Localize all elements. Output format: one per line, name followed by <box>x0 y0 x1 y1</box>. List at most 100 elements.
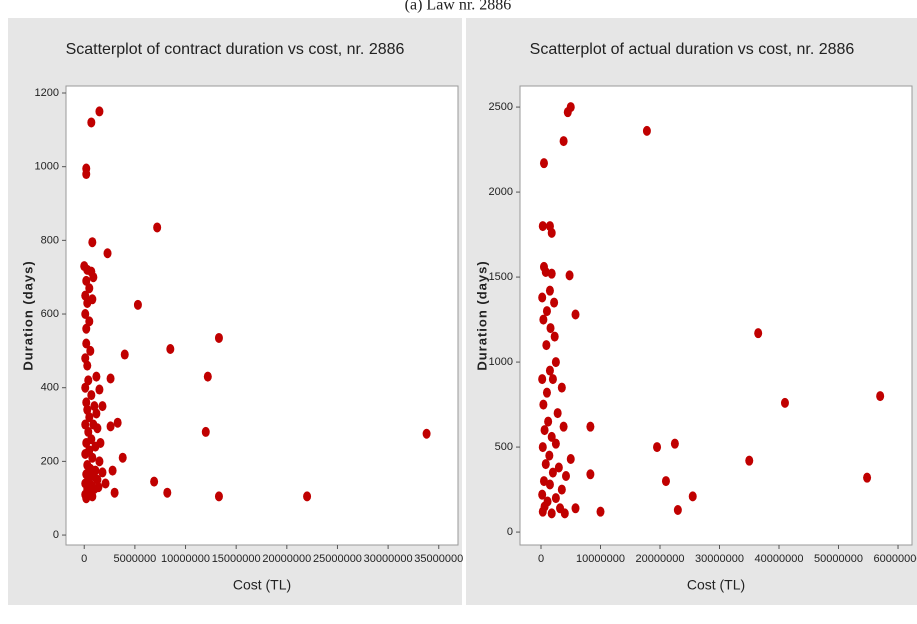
point <box>544 416 553 427</box>
chart-title: Scatterplot of contract duration vs cost… <box>66 41 405 58</box>
y-tick-label: 1200 <box>35 87 59 99</box>
point <box>98 467 107 478</box>
point <box>88 237 97 248</box>
y-tick-label: 800 <box>41 234 59 246</box>
point <box>547 431 556 442</box>
point <box>670 438 679 449</box>
point <box>84 426 93 437</box>
x-tick-label: 50000000 <box>814 553 863 565</box>
point <box>545 285 554 296</box>
point <box>92 408 101 419</box>
point <box>85 316 94 327</box>
y-tick-label: 0 <box>53 529 59 541</box>
point <box>95 106 104 117</box>
point <box>82 323 91 334</box>
point <box>542 340 551 351</box>
point <box>96 437 105 448</box>
point <box>82 437 91 448</box>
chart-title: Scatterplot of actual duration vs cost, … <box>530 41 855 58</box>
point <box>550 331 559 342</box>
point <box>571 503 580 514</box>
point <box>92 371 101 382</box>
point <box>120 349 129 360</box>
point <box>166 344 175 355</box>
x-tick-label: 20000000 <box>262 553 311 565</box>
point <box>214 332 223 343</box>
point <box>542 387 551 398</box>
y-axis-title: Duration (days) <box>20 260 35 370</box>
y-tick-label: 2000 <box>489 186 513 198</box>
x-axis-title: Cost (TL) <box>233 577 291 593</box>
point <box>542 306 551 317</box>
y-axis-title: Duration (days) <box>474 260 489 370</box>
x-tick-label: 15000000 <box>212 553 261 565</box>
x-tick-label: 0 <box>81 553 87 565</box>
point <box>83 297 92 308</box>
point <box>214 491 223 502</box>
point <box>557 484 566 495</box>
point <box>559 136 568 147</box>
point <box>82 397 91 408</box>
plot-area <box>519 85 913 546</box>
point <box>561 470 570 481</box>
point <box>545 479 554 490</box>
point <box>89 272 98 283</box>
point <box>540 425 549 436</box>
point <box>541 266 550 277</box>
point <box>85 283 94 294</box>
point <box>566 102 575 113</box>
point <box>541 459 550 470</box>
x-tick-label: 10000000 <box>161 553 210 565</box>
point <box>108 465 117 476</box>
point <box>539 314 548 325</box>
point <box>93 474 102 485</box>
point <box>153 222 162 233</box>
point <box>596 506 605 517</box>
point <box>539 476 548 487</box>
point <box>560 508 569 519</box>
x-tick-label: 35000000 <box>414 553 463 565</box>
point <box>551 438 560 449</box>
point <box>538 221 547 232</box>
point <box>110 487 119 498</box>
y-tick-label: 400 <box>41 382 59 394</box>
point <box>98 401 107 412</box>
point <box>538 374 547 385</box>
point <box>163 487 172 498</box>
point <box>661 476 670 487</box>
point <box>876 391 885 402</box>
point <box>106 421 115 432</box>
point <box>545 450 554 461</box>
point <box>88 491 97 502</box>
x-tick-label: 20000000 <box>636 553 685 565</box>
point <box>106 373 115 384</box>
point <box>559 421 568 432</box>
point <box>538 489 547 500</box>
caption: (a) Law nr. 2886 <box>405 0 512 14</box>
y-tick-label: 200 <box>41 455 59 467</box>
plot-area <box>65 85 459 546</box>
x-tick-label: 40000000 <box>755 553 804 565</box>
y-tick-label: 1000 <box>35 161 59 173</box>
point <box>81 419 90 430</box>
point <box>87 390 96 401</box>
point <box>538 442 547 453</box>
x-tick-label: 0 <box>538 553 544 565</box>
point <box>547 508 556 519</box>
point <box>548 374 557 385</box>
point <box>745 455 754 466</box>
point <box>548 467 557 478</box>
point <box>81 382 90 393</box>
point <box>422 428 431 439</box>
point <box>554 462 563 473</box>
point <box>653 442 662 453</box>
point <box>565 270 574 281</box>
point <box>82 275 91 286</box>
point <box>103 248 112 259</box>
point <box>546 323 555 334</box>
y-tick-label: 1500 <box>489 271 513 283</box>
point <box>538 506 547 517</box>
point <box>547 227 556 238</box>
x-tick-label: 60000000 <box>874 553 917 565</box>
